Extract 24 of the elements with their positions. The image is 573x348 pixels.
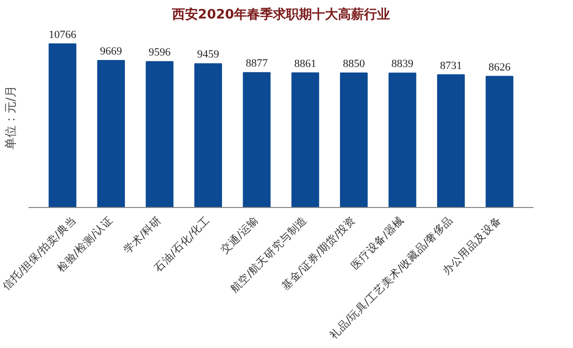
bar bbox=[97, 60, 125, 208]
data-label: 8850 bbox=[342, 58, 366, 70]
data-label: 10766 bbox=[48, 28, 77, 41]
x-tick-label: 交通/运输 bbox=[218, 214, 261, 256]
data-label: 8626 bbox=[488, 61, 512, 74]
bar bbox=[340, 72, 368, 208]
chart-title: 西安2020年春季求职期十大高薪行业 bbox=[170, 6, 390, 22]
data-label: 8731 bbox=[440, 60, 462, 72]
bar bbox=[48, 43, 76, 208]
bar bbox=[388, 72, 416, 208]
data-label: 8861 bbox=[294, 58, 316, 70]
bar bbox=[437, 74, 465, 208]
data-label: 8877 bbox=[246, 58, 268, 70]
x-tick-label: 学术/科研 bbox=[121, 214, 164, 256]
data-label: 9459 bbox=[197, 48, 220, 61]
bar bbox=[146, 61, 174, 208]
data-label: 9596 bbox=[148, 46, 172, 59]
data-label: 9669 bbox=[100, 46, 123, 58]
y-axis-title: 单位：元/月 bbox=[4, 85, 18, 150]
data-label: 8839 bbox=[391, 58, 414, 70]
bar bbox=[486, 76, 514, 208]
bar bbox=[242, 72, 271, 208]
bar bbox=[291, 72, 320, 208]
bar bbox=[194, 63, 222, 208]
